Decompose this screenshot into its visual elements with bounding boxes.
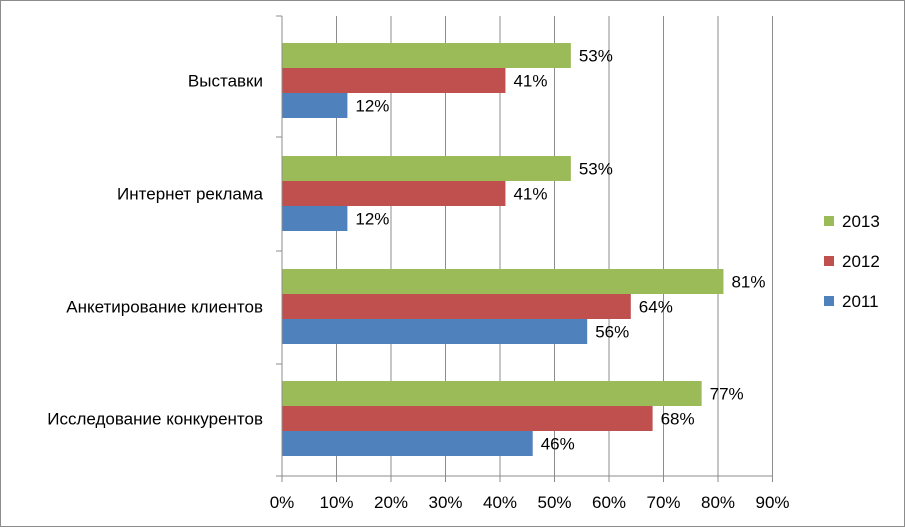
data-label-2011-4: 46% bbox=[541, 435, 575, 454]
data-labels: 53% 41% 12% 53% 41% 12% 81% 64% 56% 77% 68% 46% bbox=[355, 47, 765, 454]
data-label-2013-2: 53% bbox=[579, 160, 613, 179]
legend-swatch-2013 bbox=[824, 216, 834, 226]
category-label-1: Выставки bbox=[188, 72, 263, 91]
bar-2011-1 bbox=[282, 93, 348, 118]
category-label-3: Анкетирование клиентов bbox=[66, 298, 263, 317]
legend-swatch-2012 bbox=[824, 256, 834, 266]
x-tick-label-70: 70% bbox=[646, 493, 680, 512]
bar-2012-3 bbox=[282, 294, 631, 319]
data-label-2012-3: 64% bbox=[639, 298, 673, 317]
data-label-2011-3: 56% bbox=[595, 323, 629, 342]
data-label-2012-4: 68% bbox=[661, 410, 695, 429]
bar-2011-4 bbox=[282, 431, 533, 456]
bar-2011-2 bbox=[282, 206, 348, 231]
legend-label-2011: 2011 bbox=[842, 292, 879, 311]
bar-2013-1 bbox=[282, 43, 571, 68]
bar-2012-4 bbox=[282, 406, 653, 431]
data-label-2011-1: 12% bbox=[355, 97, 389, 116]
bars bbox=[282, 43, 724, 456]
x-tick-labels: 0% 10% 20% 30% 40% 50% 60% 70% 80% 90% bbox=[270, 493, 790, 512]
data-label-2013-3: 81% bbox=[731, 273, 765, 292]
data-label-2012-2: 41% bbox=[513, 185, 547, 204]
data-label-2013-1: 53% bbox=[579, 47, 613, 66]
x-tick-label-10: 10% bbox=[319, 493, 353, 512]
data-label-2013-4: 77% bbox=[710, 385, 744, 404]
category-label-2: Интернет реклама bbox=[117, 185, 263, 204]
x-tick-label-20: 20% bbox=[374, 493, 408, 512]
bar-2012-1 bbox=[282, 68, 506, 93]
x-tick-label-80: 80% bbox=[701, 493, 735, 512]
data-label-2012-1: 41% bbox=[513, 72, 547, 91]
x-tick-label-0: 0% bbox=[270, 493, 295, 512]
legend-label-2012: 2012 bbox=[842, 252, 880, 271]
x-tick-label-60: 60% bbox=[592, 493, 626, 512]
x-tick-label-50: 50% bbox=[537, 493, 571, 512]
x-tick-label-40: 40% bbox=[483, 493, 517, 512]
legend-label-2013: 2013 bbox=[842, 212, 880, 231]
legend-swatch-2011 bbox=[824, 296, 834, 306]
x-tick-label-30: 30% bbox=[428, 493, 462, 512]
legend: 2013 2012 2011 bbox=[824, 212, 880, 311]
data-label-2011-2: 12% bbox=[355, 210, 389, 229]
axes bbox=[276, 15, 773, 482]
bar-2011-3 bbox=[282, 319, 588, 344]
bar-2013-2 bbox=[282, 156, 571, 181]
x-tick-label-90: 90% bbox=[755, 493, 789, 512]
category-label-4: Исследование конкурентов bbox=[47, 410, 263, 429]
bar-2013-4 bbox=[282, 381, 702, 406]
bar-2012-2 bbox=[282, 181, 506, 206]
bar-2013-3 bbox=[282, 269, 724, 294]
category-labels: Выставки Интернет реклама Анкетирование кл… bbox=[47, 72, 263, 429]
